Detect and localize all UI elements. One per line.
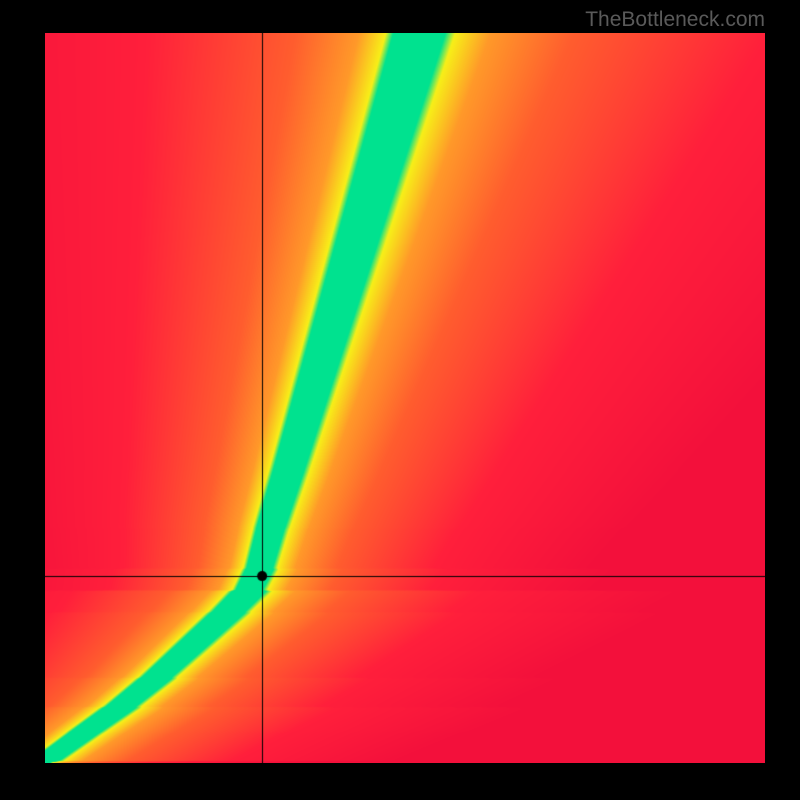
bottleneck-heatmap (45, 33, 765, 763)
watermark-text: TheBottleneck.com (585, 8, 765, 32)
